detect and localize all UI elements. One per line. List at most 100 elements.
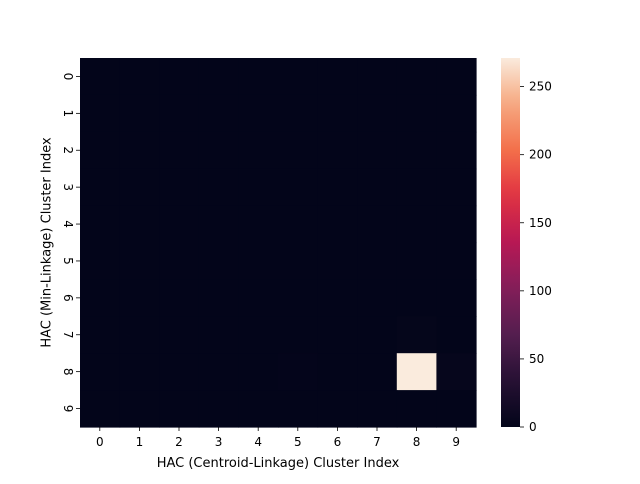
heatmap-cell-r8-c9 [436,353,477,391]
heatmap-cell-r7-c3 [198,316,239,354]
x-tick-label: 5 [294,435,302,449]
x-tick-label: 8 [413,435,421,449]
heatmap-cell-r4-c2 [159,205,200,244]
x-tick-label: 6 [334,435,342,449]
heatmap-cell-r8-c7 [357,353,398,391]
y-tick-label: 3 [61,183,75,191]
heatmap-cell-r8-c0 [80,353,121,391]
y-axis-ticks: 0 1 2 3 4 5 6 7 8 9 [61,73,80,412]
y-tick-label: 7 [61,331,75,339]
heatmap-cells [80,58,477,428]
heatmap-cell-r8-c4 [238,353,279,391]
heatmap-cell-r1-c8 [396,94,437,133]
heatmap-cell-r3-c9 [436,168,477,207]
heatmap-cell-r9-c0 [80,390,121,428]
heatmap-cell-r5-c8 [396,242,437,280]
heatmap-cell-r9-c9 [436,390,477,428]
heatmap-cell-r0-c4 [238,58,279,96]
heatmap-cell-r3-c0 [80,168,121,207]
heatmap-cell-r1-c5 [278,94,319,133]
heatmap-cell-r1-c3 [198,94,239,133]
heatmap-cell-r4-c1 [119,205,160,244]
y-tick-label: 8 [61,368,75,376]
heatmap-cell-r9-c1 [119,390,160,428]
heatmap-cell-r1-c4 [238,94,279,133]
heatmap-cell-r4-c6 [317,205,358,244]
colorbar-tick-label: 50 [529,352,544,366]
heatmap-cell-r5-c0 [80,242,121,280]
heatmap-cell-r7-c2 [159,316,200,354]
heatmap-cell-r6-c9 [436,279,477,317]
heatmap-cell-r2-c2 [159,131,200,170]
heatmap-cell-r8-c1 [119,353,160,391]
x-tick-label: 2 [175,435,183,449]
x-tick-label: 4 [254,435,262,449]
x-tick-label: 1 [136,435,144,449]
heatmap-cell-r6-c5 [278,279,319,317]
heatmap-cell-r7-c8 [396,316,437,354]
colorbar-tick-label: 100 [529,284,552,298]
heatmap-cell-r6-c1 [119,279,160,317]
x-tick-label: 0 [96,435,104,449]
heatmap-cell-r0-c2 [159,58,200,96]
heatmap-cell-r9-c4 [238,390,279,428]
heatmap-cell-r1-c2 [159,94,200,133]
heatmap-cell-r3-c8 [396,168,437,207]
heatmap-cell-r7-c5 [278,316,319,354]
heatmap-cell-r5-c4 [238,242,279,280]
heatmap-cell-r5-c1 [119,242,160,280]
y-tick-label: 4 [61,220,75,228]
heatmap-cell-r3-c4 [238,168,279,207]
heatmap-cell-r9-c5 [278,390,319,428]
heatmap-cell-r3-c7 [357,168,398,207]
heatmap-cell-r5-c9 [436,242,477,280]
heatmap-cell-r1-c6 [317,94,358,133]
heatmap-cell-r8-c2 [159,353,200,391]
heatmap-cell-r4-c7 [357,205,398,244]
y-tick-label: 1 [61,110,75,118]
heatmap-cell-r4-c8 [396,205,437,244]
heatmap-cell-r1-c0 [80,94,121,133]
heatmap-cell-r6-c7 [357,279,398,317]
x-axis-ticks: 0 1 2 3 4 5 6 7 8 9 [96,427,460,449]
x-tick-label: 3 [215,435,223,449]
heatmap-cell-r9-c3 [198,390,239,428]
x-tick-label: 7 [373,435,381,449]
heatmap-cell-r6-c0 [80,279,121,317]
heatmap-cell-r5-c2 [159,242,200,280]
heatmap-cell-r4-c9 [436,205,477,244]
heatmap-cell-r0-c1 [119,58,160,96]
heatmap-cell-r3-c3 [198,168,239,207]
heatmap-cell-r6-c2 [159,279,200,317]
x-tick-label: 9 [452,435,460,449]
heatmap-cell-r6-c3 [198,279,239,317]
y-tick-label: 5 [61,257,75,265]
heatmap-cell-r8-c3 [198,353,239,391]
colorbar-tick-label: 0 [529,420,537,434]
x-axis-label: HAC (Centroid-Linkage) Cluster Index [157,456,400,471]
heatmap-cell-r8-c6 [317,353,358,391]
heatmap-cell-r9-c8 [396,390,437,428]
heatmap-cell-r3-c6 [317,168,358,207]
heatmap-cell-r2-c5 [278,131,319,170]
heatmap-cell-r7-c9 [436,316,477,354]
heatmap-cell-r9-c2 [159,390,200,428]
heatmap-cell-r4-c0 [80,205,121,244]
heatmap-cell-r6-c8 [396,279,437,317]
heatmap-cell-r0-c5 [278,58,319,96]
heatmap-cell-r7-c1 [119,316,160,354]
y-tick-label: 6 [61,294,75,302]
heatmap-cell-r0-c6 [317,58,358,96]
colorbar-tick-label: 150 [529,216,552,230]
heatmap-cell-r3-c2 [159,168,200,207]
heatmap-cell-r1-c9 [436,94,477,133]
heatmap-cell-r4-c4 [238,205,279,244]
heatmap-cell-r2-c6 [317,131,358,170]
heatmap-cell-r2-c0 [80,131,121,170]
y-tick-label: 0 [61,73,75,81]
colorbar [501,58,520,427]
heatmap-cell-r7-c0 [80,316,121,354]
heatmap-cell-r8-c5 [278,353,319,391]
heatmap-cell-r5-c3 [198,242,239,280]
heatmap-cell-r5-c5 [278,242,319,280]
